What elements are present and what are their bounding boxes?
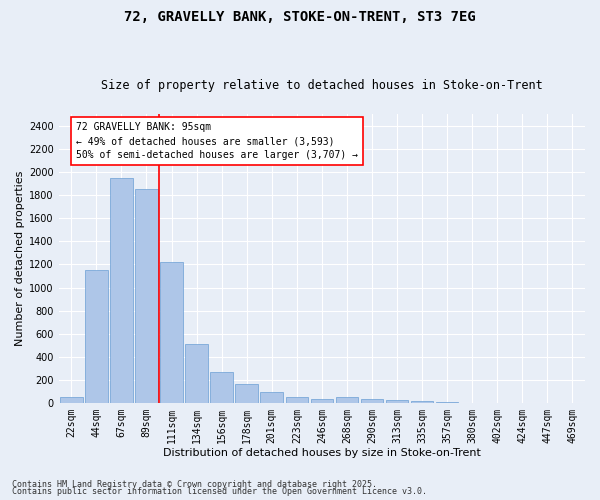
Bar (160, 262, 183, 403)
Bar (235, 384, 258, 403)
Bar (386, 400, 409, 403)
Y-axis label: Number of detached properties: Number of detached properties (15, 171, 25, 346)
Bar (361, 398, 383, 403)
Bar (260, 392, 283, 403)
Bar (211, 372, 233, 403)
Bar (311, 398, 333, 403)
Bar (135, 189, 158, 403)
Text: Contains HM Land Registry data © Crown copyright and database right 2025.: Contains HM Land Registry data © Crown c… (12, 480, 377, 489)
Bar (286, 397, 308, 403)
Title: Size of property relative to detached houses in Stoke-on-Trent: Size of property relative to detached ho… (101, 79, 543, 92)
Bar (85, 270, 107, 403)
Bar (461, 402, 484, 403)
Bar (110, 178, 133, 403)
Text: 72 GRAVELLY BANK: 95sqm
← 49% of detached houses are smaller (3,593)
50% of semi: 72 GRAVELLY BANK: 95sqm ← 49% of detache… (76, 122, 358, 160)
Bar (60, 398, 83, 403)
Text: 72, GRAVELLY BANK, STOKE-ON-TRENT, ST3 7EG: 72, GRAVELLY BANK, STOKE-ON-TRENT, ST3 7… (124, 10, 476, 24)
Bar (335, 397, 358, 403)
Bar (185, 344, 208, 403)
Bar (436, 402, 458, 403)
Bar (411, 402, 433, 403)
Text: Contains public sector information licensed under the Open Government Licence v3: Contains public sector information licen… (12, 487, 427, 496)
X-axis label: Distribution of detached houses by size in Stoke-on-Trent: Distribution of detached houses by size … (163, 448, 481, 458)
